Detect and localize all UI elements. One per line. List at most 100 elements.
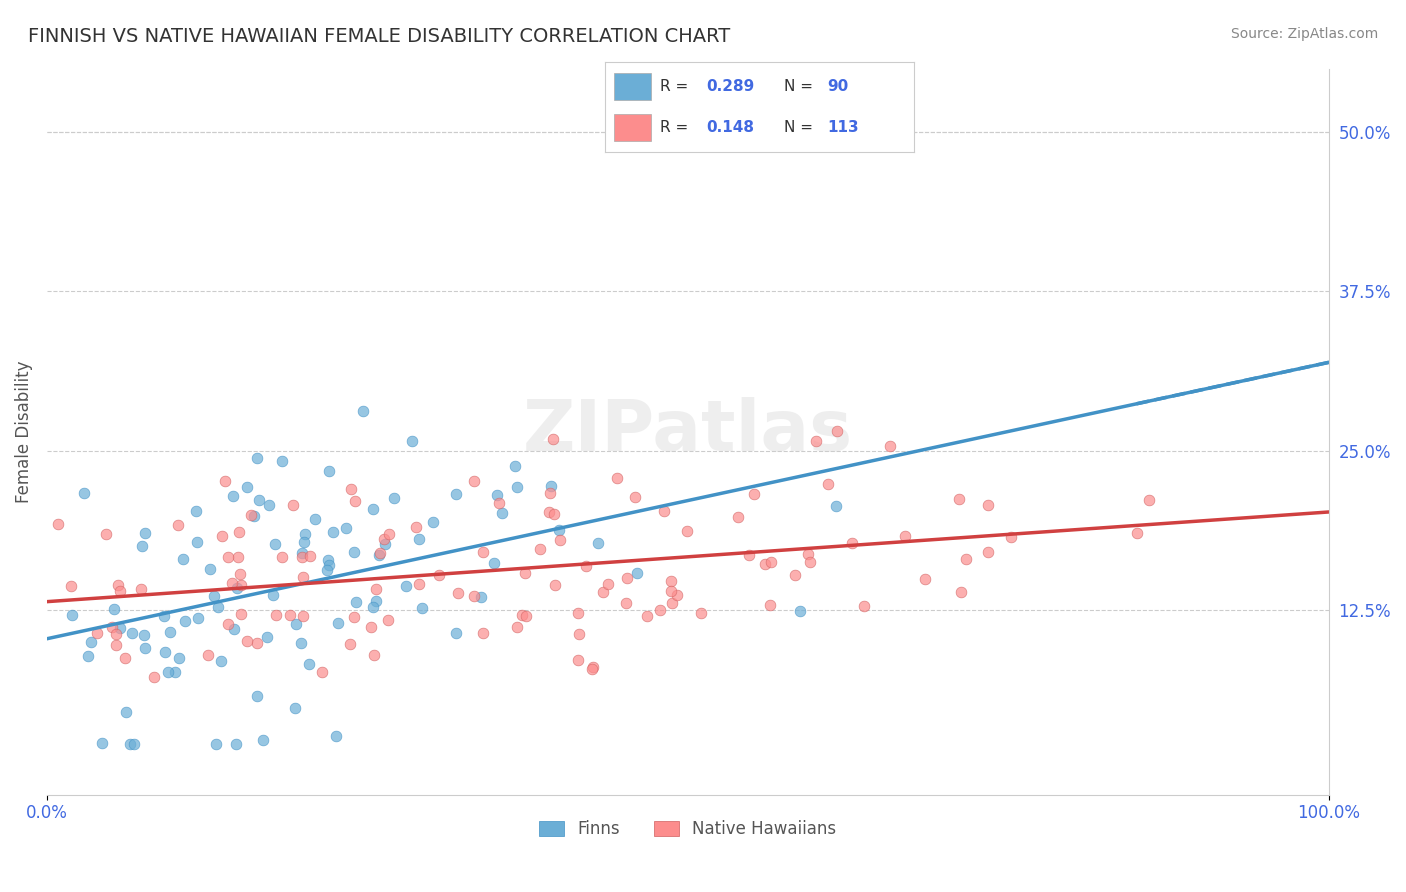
Point <box>575 559 598 574</box>
Point <box>291 570 314 584</box>
Point <box>470 591 492 605</box>
Point <box>581 662 603 676</box>
Point <box>316 553 339 567</box>
Point <box>134 640 156 655</box>
Point <box>202 590 225 604</box>
Point <box>623 490 645 504</box>
Point <box>217 550 239 565</box>
Point <box>290 636 312 650</box>
Point <box>90 735 112 749</box>
Point <box>318 558 340 573</box>
Point <box>100 619 122 633</box>
Legend: Finns, Native Hawaiians: Finns, Native Hawaiians <box>533 814 842 845</box>
Point <box>132 627 155 641</box>
FancyBboxPatch shape <box>614 114 651 141</box>
Point <box>107 578 129 592</box>
Point <box>364 582 387 596</box>
Point <box>825 425 848 439</box>
Point <box>80 635 103 649</box>
Point <box>246 636 269 650</box>
Point <box>110 584 132 599</box>
Point <box>364 594 387 608</box>
Point <box>187 611 209 625</box>
Point <box>157 665 180 680</box>
Point <box>444 626 467 640</box>
Point <box>408 532 430 546</box>
Point <box>377 526 399 541</box>
Point <box>567 606 589 620</box>
Point <box>754 557 776 571</box>
Text: N =: N = <box>785 120 818 135</box>
Point <box>825 500 848 514</box>
Point <box>488 496 510 510</box>
Text: 0.148: 0.148 <box>707 120 755 135</box>
Point <box>343 610 366 624</box>
Point <box>799 555 821 569</box>
Point <box>291 550 314 565</box>
Point <box>243 509 266 524</box>
Y-axis label: Female Disability: Female Disability <box>15 360 32 503</box>
Point <box>167 651 190 665</box>
Point <box>797 547 820 561</box>
Point <box>1126 526 1149 541</box>
Point <box>368 546 391 560</box>
Point <box>447 585 470 599</box>
Point <box>541 432 564 446</box>
Point <box>568 626 591 640</box>
Point <box>335 521 357 535</box>
Point <box>582 660 605 674</box>
Point <box>304 511 326 525</box>
Point <box>299 549 322 563</box>
Point <box>222 489 245 503</box>
Point <box>626 566 648 580</box>
Point <box>395 579 418 593</box>
Point <box>540 479 562 493</box>
Point <box>114 650 136 665</box>
Point <box>221 576 243 591</box>
Point <box>263 537 285 551</box>
Point <box>284 616 307 631</box>
Point <box>153 645 176 659</box>
Point <box>283 498 305 512</box>
Point <box>817 476 839 491</box>
Point <box>163 665 186 680</box>
Point <box>1139 492 1161 507</box>
Point <box>374 537 396 551</box>
Point <box>298 657 321 671</box>
Point <box>214 475 236 489</box>
Point <box>759 555 782 569</box>
Point <box>211 528 233 542</box>
Point <box>738 548 761 562</box>
Point <box>444 487 467 501</box>
Point <box>143 670 166 684</box>
Point <box>758 598 780 612</box>
Point <box>408 577 430 591</box>
Point <box>198 562 221 576</box>
Point <box>482 556 505 570</box>
Point <box>853 599 876 614</box>
Point <box>60 579 83 593</box>
Text: FINNISH VS NATIVE HAWAIIAN FEMALE DISABILITY CORRELATION CHART: FINNISH VS NATIVE HAWAIIAN FEMALE DISABI… <box>28 27 730 45</box>
Point <box>73 486 96 500</box>
Point <box>616 571 638 585</box>
Point <box>224 622 246 636</box>
Point <box>652 504 675 518</box>
Point <box>491 507 513 521</box>
Point <box>326 615 349 630</box>
Point <box>236 634 259 648</box>
Point <box>197 648 219 662</box>
Text: 113: 113 <box>827 120 859 135</box>
Point <box>471 626 494 640</box>
Point <box>228 525 250 540</box>
Point <box>503 458 526 473</box>
Point <box>804 434 827 449</box>
Point <box>463 474 485 488</box>
Point <box>134 525 156 540</box>
Point <box>513 566 536 580</box>
Point <box>236 480 259 494</box>
Point <box>96 527 118 541</box>
Point <box>46 516 69 531</box>
Point <box>246 451 269 466</box>
Point <box>783 567 806 582</box>
Point <box>270 454 292 468</box>
